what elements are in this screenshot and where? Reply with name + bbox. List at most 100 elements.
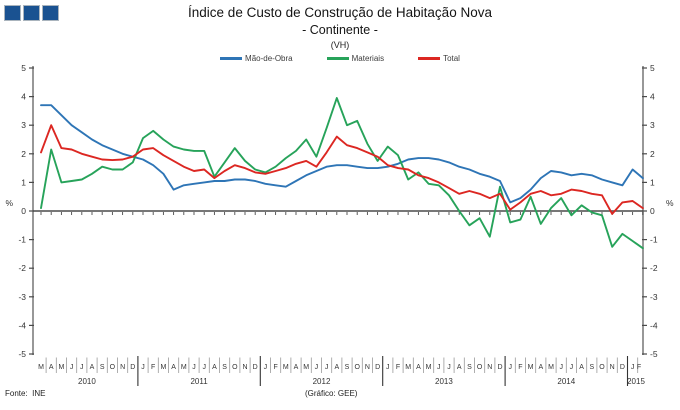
month-label: O bbox=[599, 364, 605, 371]
month-label: F bbox=[151, 364, 155, 371]
y-tick-label-right: -1 bbox=[650, 235, 658, 245]
month-label: S bbox=[345, 364, 350, 371]
y-tick-label-right: -2 bbox=[650, 263, 658, 273]
month-label: F bbox=[637, 364, 641, 371]
month-label: J bbox=[559, 364, 563, 371]
month-label: M bbox=[283, 364, 289, 371]
unit-note: (VH) bbox=[330, 40, 350, 50]
legend-item-total: Total bbox=[418, 54, 460, 63]
y-tick-label-left: 0 bbox=[21, 206, 26, 216]
year-label: 2011 bbox=[190, 377, 208, 386]
y-tick-label-left: 3 bbox=[21, 120, 26, 130]
series-line-m-o-de-obra bbox=[40, 104, 644, 204]
y-tick-label-right: 3 bbox=[650, 120, 655, 130]
legend-label: Materiais bbox=[351, 54, 385, 63]
percent-label-right: % bbox=[666, 198, 674, 208]
y-tick-label-left: 2 bbox=[21, 149, 26, 159]
month-label: N bbox=[610, 364, 615, 371]
year-label: 2015 bbox=[627, 377, 645, 386]
y-tick-label-left: 4 bbox=[21, 92, 26, 102]
y-tick-label-left: -5 bbox=[18, 349, 26, 359]
y-tick-label-left: -1 bbox=[18, 235, 26, 245]
month-label: O bbox=[354, 364, 360, 371]
month-label: F bbox=[396, 364, 400, 371]
month-label: M bbox=[181, 364, 187, 371]
month-label: A bbox=[49, 364, 54, 371]
logo-squares bbox=[4, 5, 59, 21]
month-label: J bbox=[192, 364, 196, 371]
month-label: J bbox=[437, 364, 441, 371]
month-label: J bbox=[570, 364, 574, 371]
year-label: 2012 bbox=[313, 377, 331, 386]
month-label: N bbox=[120, 364, 125, 371]
month-label: M bbox=[58, 364, 64, 371]
month-label: S bbox=[589, 364, 594, 371]
page-subtitle: - Continente - bbox=[302, 23, 378, 37]
y-tick-label-right: -3 bbox=[650, 292, 658, 302]
month-label: D bbox=[375, 364, 380, 371]
month-label: S bbox=[467, 364, 472, 371]
y-tick-label-left: 1 bbox=[21, 177, 26, 187]
credit-note: (Gráfico: GEE) bbox=[305, 389, 358, 398]
year-label: 2014 bbox=[557, 377, 575, 386]
y-tick-label-right: -5 bbox=[650, 349, 658, 359]
y-tick-label-left: 5 bbox=[21, 63, 26, 73]
legend-label: Mão-de-Obra bbox=[245, 54, 293, 63]
month-label: F bbox=[518, 364, 522, 371]
legend-line-swatch bbox=[326, 57, 349, 60]
month-label: N bbox=[242, 364, 247, 371]
month-label: N bbox=[365, 364, 370, 371]
month-label: O bbox=[232, 364, 238, 371]
month-label: J bbox=[325, 364, 329, 371]
month-label: J bbox=[141, 364, 145, 371]
page-title: Índice de Custo de Construção de Habitaç… bbox=[188, 5, 492, 20]
month-label: S bbox=[222, 364, 227, 371]
month-label: A bbox=[334, 364, 339, 371]
logo-square bbox=[23, 5, 40, 21]
logo-square bbox=[42, 5, 59, 21]
month-label: O bbox=[477, 364, 483, 371]
month-label: M bbox=[426, 364, 432, 371]
month-label: J bbox=[80, 364, 84, 371]
series-line-total bbox=[40, 124, 644, 215]
month-label: A bbox=[90, 364, 95, 371]
month-label: D bbox=[620, 364, 625, 371]
year-label: 2010 bbox=[78, 377, 96, 386]
month-label: M bbox=[548, 364, 554, 371]
legend-item-m-o-de-obra: Mão-de-Obra bbox=[220, 54, 293, 63]
year-label: 2013 bbox=[435, 377, 453, 386]
month-label: J bbox=[447, 364, 451, 371]
month-label: S bbox=[100, 364, 105, 371]
month-label: O bbox=[110, 364, 116, 371]
logo-square bbox=[4, 5, 21, 21]
y-tick-label-left: -2 bbox=[18, 263, 26, 273]
month-label: M bbox=[405, 364, 411, 371]
month-label: A bbox=[171, 364, 176, 371]
month-label: A bbox=[579, 364, 584, 371]
month-label: D bbox=[253, 364, 258, 371]
month-label: A bbox=[457, 364, 462, 371]
month-label: J bbox=[508, 364, 512, 371]
month-label: F bbox=[273, 364, 277, 371]
legend-item-materiais: Materiais bbox=[326, 54, 385, 63]
month-label: J bbox=[315, 364, 319, 371]
source-note: Fonte: INE bbox=[5, 389, 46, 398]
legend-line-swatch bbox=[220, 57, 243, 60]
y-tick-label-right: 4 bbox=[650, 92, 655, 102]
series-line-materiais bbox=[40, 97, 644, 250]
month-label: A bbox=[416, 364, 421, 371]
legend-line-swatch bbox=[418, 57, 441, 60]
percent-label-left: % bbox=[5, 198, 13, 208]
month-label: J bbox=[631, 364, 635, 371]
month-label: J bbox=[202, 364, 206, 371]
month-label: A bbox=[212, 364, 217, 371]
legend-label: Total bbox=[443, 54, 460, 63]
y-tick-label-right: 2 bbox=[650, 149, 655, 159]
y-tick-label-right: 1 bbox=[650, 177, 655, 187]
month-label: J bbox=[264, 364, 268, 371]
month-label: A bbox=[538, 364, 543, 371]
month-label: A bbox=[294, 364, 299, 371]
y-tick-label-right: 0 bbox=[650, 206, 655, 216]
